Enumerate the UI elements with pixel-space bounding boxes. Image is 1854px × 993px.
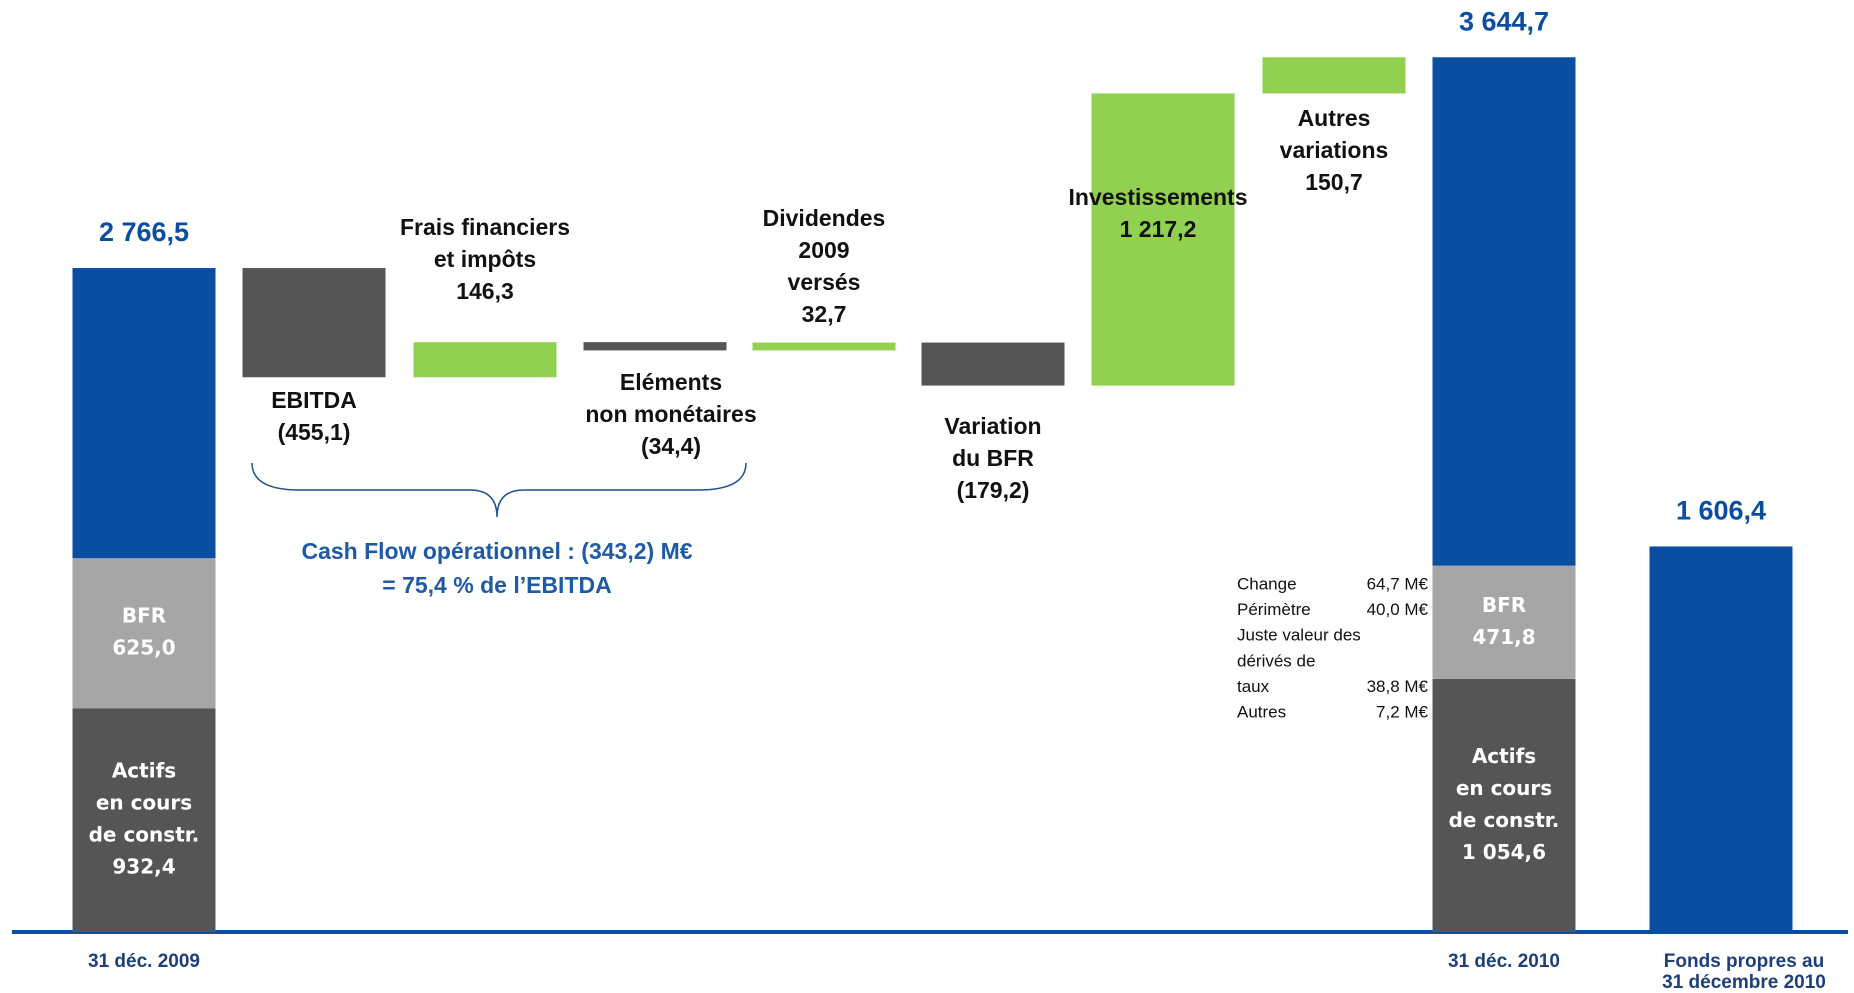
step-label: Eléments	[620, 369, 722, 395]
segment-label: de constr.	[89, 823, 200, 847]
annotation: = 75,4 % de l’EBITDA	[382, 572, 611, 598]
step-bar	[752, 342, 896, 351]
step-value: 150,7	[1305, 169, 1363, 195]
segment-label: en cours	[1456, 776, 1552, 800]
total-bar	[72, 268, 216, 559]
breakdown-value: 64,7 M€	[1367, 574, 1429, 593]
step-bar	[242, 268, 386, 378]
step-value: (179,2)	[957, 477, 1030, 503]
segment-label: en cours	[96, 791, 192, 815]
step-bar	[1091, 93, 1235, 386]
step-label: Investissements	[1069, 184, 1248, 210]
segment-label: BFR	[122, 604, 166, 628]
total-label: 3 644,7	[1459, 6, 1549, 36]
breakdown-label: dérivés de	[1237, 651, 1315, 670]
category-label: Fonds propres au	[1664, 951, 1824, 972]
step-label: Frais financiers	[400, 214, 570, 240]
equity-bar	[1649, 546, 1793, 932]
step-value: (455,1)	[278, 419, 351, 445]
total-bar	[1432, 57, 1576, 566]
category-label: 31 déc. 2009	[88, 951, 200, 972]
breakdown-value: 40,0 M€	[1367, 600, 1429, 619]
breakdown-value: 38,8 M€	[1367, 677, 1429, 696]
category-label: 31 déc. 2010	[1448, 951, 1560, 972]
segment-value: 932,4	[112, 855, 175, 879]
step-bar	[921, 342, 1065, 386]
stack-segment	[72, 558, 216, 709]
breakdown-label: Juste valeur des	[1237, 626, 1361, 645]
breakdown-label: Autres	[1237, 702, 1286, 721]
step-label: Variation	[944, 413, 1041, 439]
step-bar	[583, 342, 727, 351]
segment-label: de constr.	[1449, 808, 1560, 832]
breakdown-label: Change	[1237, 574, 1297, 593]
annotation: Cash Flow opérationnel : (343,2) M€	[301, 538, 692, 564]
step-label: 2009	[798, 237, 849, 263]
segment-value: 471,8	[1472, 625, 1535, 649]
stack-segment	[1432, 678, 1576, 932]
total-label: 2 766,5	[99, 217, 189, 247]
step-label: versés	[788, 269, 861, 295]
step-label: du BFR	[952, 445, 1034, 471]
segment-value: 625,0	[112, 636, 175, 660]
step-label: Autres	[1298, 105, 1371, 131]
step-bar	[1262, 57, 1406, 94]
step-label: non monétaires	[585, 401, 756, 427]
breakdown-label: taux	[1237, 677, 1270, 696]
step-value: 32,7	[802, 301, 847, 327]
step-value: (34,4)	[641, 433, 701, 459]
stack-segment	[1432, 565, 1576, 679]
segment-label: Actifs	[1472, 744, 1536, 768]
brace	[251, 462, 747, 518]
segment-label: Actifs	[112, 759, 176, 783]
stack-segment	[72, 708, 216, 932]
step-label: EBITDA	[271, 387, 357, 413]
step-label: et impôts	[434, 246, 536, 272]
breakdown-value: 7,2 M€	[1376, 702, 1429, 721]
category-label: 31 décembre 2010	[1662, 972, 1826, 993]
segment-value: 1 054,6	[1462, 840, 1546, 864]
step-label: variations	[1280, 137, 1389, 163]
step-label: Dividendes	[763, 205, 886, 231]
equity-label: 1 606,4	[1676, 496, 1766, 526]
breakdown-label: Périmètre	[1237, 600, 1311, 619]
segment-label: BFR	[1482, 593, 1526, 617]
step-value: 1 217,2	[1120, 216, 1197, 242]
step-value: 146,3	[456, 278, 514, 304]
step-bar	[413, 342, 557, 378]
